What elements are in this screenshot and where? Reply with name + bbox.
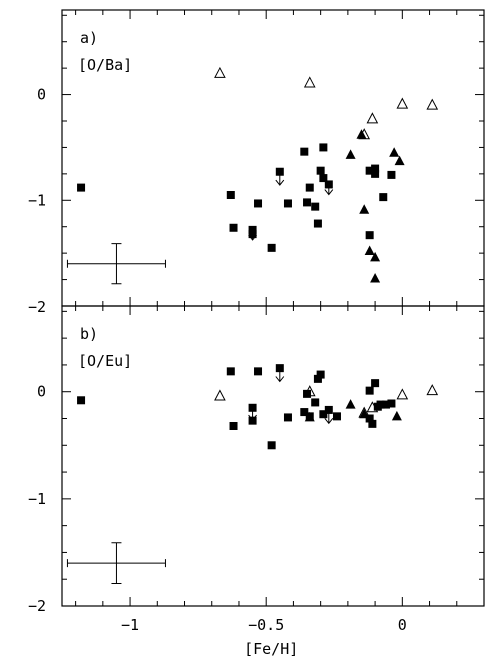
upper-limit-arrow [324, 409, 334, 425]
upper-limit-arrow [324, 180, 334, 196]
upper-limit-arrow [248, 226, 257, 241]
y-tick-label: −1 [28, 490, 46, 508]
filled-square-point [371, 164, 380, 173]
filled-square-point [376, 400, 385, 409]
open-triangle-point [358, 406, 371, 418]
filled-triangle-point [370, 273, 381, 283]
panel-a: 0 −1 −2 a) [O/Ba] [28, 9, 485, 316]
filled-triangle-point [304, 411, 315, 422]
open-triangle-point [358, 128, 371, 140]
filled-square-point [283, 413, 292, 422]
filled-square-point [387, 399, 396, 408]
open-triangle-point [366, 112, 379, 124]
filled-square-point [365, 414, 374, 423]
filled-triangle-point [394, 155, 405, 166]
filled-square-point [381, 400, 390, 409]
filled-square-point [283, 199, 292, 208]
y-tick-label: 0 [37, 383, 46, 401]
filled-triangle-point [359, 204, 370, 214]
y-tick-label: 0 [37, 86, 46, 104]
filled-square-point [316, 370, 325, 379]
upper-limit-arrow [275, 367, 285, 383]
filled-square-point [303, 198, 312, 207]
filled-square-point [300, 147, 309, 156]
filled-square-point [332, 412, 341, 421]
x-axis-title: [Fe/H] [244, 640, 298, 658]
filled-square-point [371, 379, 380, 388]
filled-square-point [313, 374, 322, 383]
filled-square-point [365, 231, 374, 240]
upper-limit-arrow [275, 171, 285, 186]
filled-square-point [300, 408, 309, 417]
error-bar [66, 243, 166, 285]
open-triangle-point [396, 388, 409, 400]
filled-triangle-point [389, 147, 400, 157]
open-triangle-point [303, 385, 316, 397]
upper-limit-arrow [248, 406, 257, 421]
panel-b: 0 −1 −2 −1 −0.5 0 [Fe/H] b) [O/Eu] [28, 305, 485, 658]
open-triangle-point [214, 66, 226, 78]
y-tick-label: −2 [28, 597, 46, 615]
filled-triangle-point [370, 251, 381, 262]
filled-triangle-point [345, 149, 356, 159]
filled-square-point [313, 219, 322, 228]
open-triangle-point [426, 384, 439, 396]
x-tick-label: −0.5 [248, 616, 284, 634]
filled-square-point [379, 193, 388, 202]
filled-square-point [77, 396, 86, 405]
open-triangle-point [396, 97, 409, 109]
filled-square-point [387, 170, 396, 179]
filled-square-point [365, 386, 374, 395]
filled-square-point [229, 422, 238, 430]
filled-square-point [319, 410, 328, 419]
y-tick-label: −1 [28, 191, 46, 209]
filled-triangle-point [359, 408, 370, 419]
panel-label: b) [80, 325, 98, 343]
filled-square-point [303, 389, 312, 398]
x-tick-label: −1 [121, 616, 139, 634]
open-triangle-point [426, 98, 439, 110]
filled-square-point [226, 367, 235, 376]
filled-square-point [77, 183, 86, 192]
open-triangle-point [214, 389, 226, 401]
filled-triangle-point [364, 245, 375, 256]
filled-square-point [254, 367, 263, 376]
ratio-label: [O/Ba] [78, 56, 132, 74]
filled-square-point [229, 223, 238, 232]
filled-square-point [365, 166, 374, 175]
ratio-label: [O/Eu] [78, 352, 132, 370]
filled-square-point [319, 143, 328, 152]
filled-square-point [368, 419, 377, 428]
y-tick-label: −2 [28, 298, 46, 316]
plot-frame [61, 305, 485, 607]
filled-square-point [316, 166, 325, 175]
filled-square-point [267, 243, 276, 252]
error-bar [66, 542, 166, 584]
filled-square-point [311, 202, 320, 211]
x-tick-label: 0 [398, 616, 407, 634]
filled-triangle-point [391, 410, 402, 421]
panel-label: a) [80, 29, 98, 47]
open-triangle-point [303, 76, 316, 88]
filled-square-point [226, 191, 235, 199]
filled-square-point [319, 174, 328, 183]
filled-triangle-point [345, 399, 356, 409]
filled-square-point [254, 199, 263, 208]
open-triangle-point [366, 401, 379, 413]
filled-square-point [371, 169, 380, 178]
filled-square-point [305, 183, 314, 192]
filled-square-point [311, 398, 320, 407]
plot-frame [61, 9, 485, 307]
filled-square-point [267, 441, 276, 450]
